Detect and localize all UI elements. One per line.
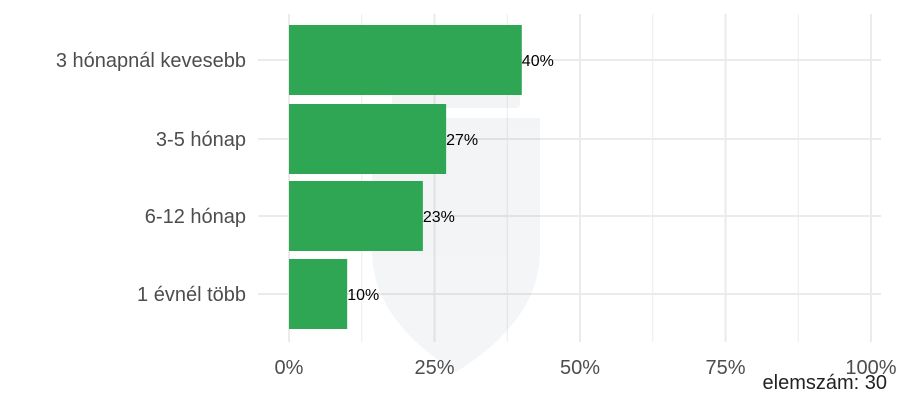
x-tick-2: 50% <box>560 357 600 379</box>
x-tick-3: 75% <box>705 357 745 379</box>
category-labels: 3 hónapnál kevesebb 3-5 hónap 6-12 hónap 1 … <box>56 50 246 306</box>
bar-0 <box>289 25 522 95</box>
x-tick-1: 25% <box>414 357 454 379</box>
data-label-1: 27% <box>446 132 478 149</box>
bar-2 <box>289 181 423 251</box>
x-tick-0: 0% <box>275 357 304 379</box>
data-label-3: 10% <box>347 287 379 304</box>
data-label-2: 23% <box>423 209 455 226</box>
category-label-1: 3-5 hónap <box>156 129 246 151</box>
bars-group <box>289 25 522 329</box>
x-tick-labels: 0% 25% 50% 75% 100% <box>275 357 897 379</box>
data-label-0: 40% <box>522 53 554 70</box>
x-tick-4: 100% <box>845 357 896 379</box>
sample-size-note: elemszám: 30 <box>762 372 888 394</box>
category-label-2: 6-12 hónap <box>145 206 246 228</box>
category-label-3: 1 évnél több <box>137 284 246 306</box>
data-labels: 40% 27% 23% 10% <box>347 53 554 304</box>
bar-3 <box>289 259 348 329</box>
category-label-0: 3 hónapnál kevesebb <box>56 50 246 72</box>
bar-1 <box>289 104 447 174</box>
